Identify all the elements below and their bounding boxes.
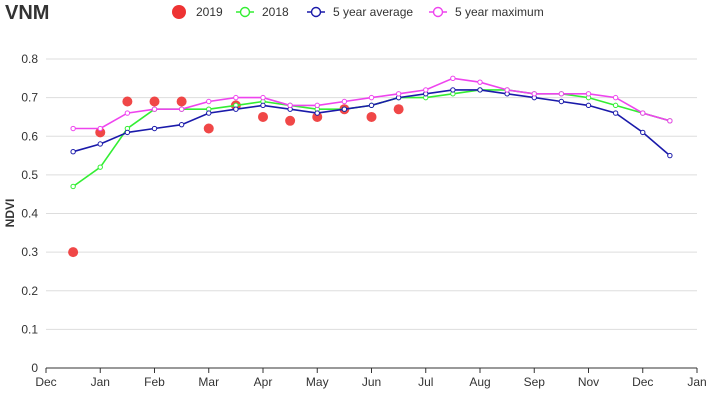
data-point-2019 xyxy=(393,104,404,115)
legend-item-5-year-average: 5 year average xyxy=(307,5,413,19)
series-5-year-average xyxy=(70,87,673,159)
data-point-5-year-maximum xyxy=(423,87,429,93)
axes xyxy=(45,367,698,373)
data-point-5-year-average xyxy=(260,102,266,109)
data-point-2018 xyxy=(612,102,619,109)
data-point-2019 xyxy=(258,111,268,122)
data-point-5-year-maximum xyxy=(640,110,646,116)
data-point-5-year-average xyxy=(178,121,185,128)
data-point-5-year-maximum xyxy=(558,91,565,97)
data-point-2019 xyxy=(285,115,296,126)
y-tick-label: 0.1 xyxy=(21,322,38,336)
data-point-5-year-maximum xyxy=(477,79,483,85)
x-tick-label: Mar xyxy=(198,375,219,389)
tick-labels: 0 0.1 0.2 0.3 0.4 0.5 0.6 0.7 0.8 Dec Jan Feb Mar Apr… xyxy=(21,52,706,389)
x-tick-label: Jan xyxy=(687,375,706,389)
data-point-5-year-average xyxy=(640,129,646,136)
data-point-5-year-maximum xyxy=(368,94,375,101)
legend-item-2018: 2018 xyxy=(236,5,289,19)
data-point-5-year-maximum xyxy=(70,125,76,132)
legend-label-2019: 2019 xyxy=(196,5,223,19)
x-tick-label: Nov xyxy=(578,375,599,389)
data-point-5-year-maximum xyxy=(97,125,103,132)
legend-marker-2018 xyxy=(239,6,251,18)
data-point-2019 xyxy=(68,247,79,258)
x-tick-label: Apr xyxy=(254,375,273,389)
data-point-5-year-average xyxy=(70,149,76,155)
data-point-2019 xyxy=(203,123,214,134)
data-point-5-year-average xyxy=(585,102,592,109)
data-point-5-year-average xyxy=(612,110,619,116)
series-layer xyxy=(68,75,673,258)
data-point-5-year-average xyxy=(206,110,212,116)
data-point-5-year-maximum xyxy=(585,91,592,97)
legend-item-5-year-maximum: 5 year maximum xyxy=(429,5,544,19)
data-point-5-year-maximum xyxy=(124,110,131,116)
data-point-5-year-average xyxy=(314,110,320,116)
data-point-5-year-maximum xyxy=(612,94,619,101)
legend: 2019 2018 5 year average 5 year maximum xyxy=(172,5,544,19)
data-point-2019 xyxy=(312,111,323,122)
y-tick-label: 0.2 xyxy=(21,284,38,298)
data-point-5-year-average xyxy=(450,87,456,93)
legend-item-2019: 2019 xyxy=(172,5,223,19)
legend-marker-2019 xyxy=(172,5,186,19)
data-point-2019 xyxy=(95,127,106,138)
data-point-5-year-average xyxy=(124,129,131,136)
legend-label-5-year-maximum: 5 year maximum xyxy=(455,5,544,19)
legend-label-5-year-average: 5 year average xyxy=(333,5,413,19)
y-axis-label: NDVI xyxy=(3,199,17,228)
data-point-5-year-average xyxy=(558,98,565,105)
data-point-2018 xyxy=(70,183,76,190)
data-point-5-year-maximum xyxy=(314,102,320,109)
x-tick-label: Jun xyxy=(362,375,381,389)
x-tick-label: Dec xyxy=(632,375,653,389)
x-tick-label: Jul xyxy=(418,375,433,389)
data-point-5-year-maximum xyxy=(178,106,185,112)
y-tick-label: 0.8 xyxy=(21,52,38,66)
data-point-2019 xyxy=(149,96,160,107)
data-point-5-year-maximum xyxy=(287,102,293,109)
legend-marker-5-year-average xyxy=(310,6,322,18)
y-tick-label: 0.4 xyxy=(21,207,38,221)
x-tick-label: Aug xyxy=(469,375,490,389)
y-tick-label: 0.6 xyxy=(21,129,38,143)
chart-title: VNM xyxy=(5,2,49,24)
legend-marker-5-year-maximum xyxy=(432,6,444,18)
x-tick-label: Sep xyxy=(524,375,546,389)
data-point-5-year-average xyxy=(667,152,673,159)
data-point-5-year-average xyxy=(97,141,103,147)
data-point-5-year-maximum xyxy=(395,91,402,97)
series-2019 xyxy=(68,96,404,258)
data-point-5-year-average xyxy=(341,106,348,112)
data-point-5-year-maximum xyxy=(260,94,266,101)
y-tick-label: 0 xyxy=(31,361,38,375)
data-point-5-year-maximum xyxy=(450,75,456,82)
series-5-year-maximum xyxy=(70,75,673,132)
x-tick-label: Feb xyxy=(144,375,165,389)
data-point-5-year-maximum xyxy=(341,98,348,105)
y-tick-label: 0.3 xyxy=(21,245,38,259)
data-point-2019 xyxy=(366,111,377,122)
data-point-5-year-maximum xyxy=(233,94,239,101)
data-point-5-year-average xyxy=(477,87,483,93)
legend-label-2018: 2018 xyxy=(262,5,289,19)
x-tick-label: Dec xyxy=(35,375,56,389)
x-tick-label: May xyxy=(306,375,329,389)
data-point-5-year-maximum xyxy=(667,118,673,124)
data-point-5-year-average xyxy=(368,102,375,109)
y-tick-label: 0.5 xyxy=(21,168,38,182)
data-point-5-year-maximum xyxy=(531,91,537,97)
x-tick-label: Jan xyxy=(91,375,110,389)
data-point-5-year-average xyxy=(151,125,158,132)
data-point-2018 xyxy=(97,164,103,170)
data-point-5-year-maximum xyxy=(206,98,212,105)
y-tick-label: 0.7 xyxy=(21,91,38,105)
data-point-5-year-maximum xyxy=(504,87,510,93)
data-point-5-year-maximum xyxy=(151,106,158,112)
data-point-2019 xyxy=(122,96,133,107)
data-point-2019 xyxy=(176,96,187,107)
data-point-5-year-average xyxy=(233,106,239,112)
